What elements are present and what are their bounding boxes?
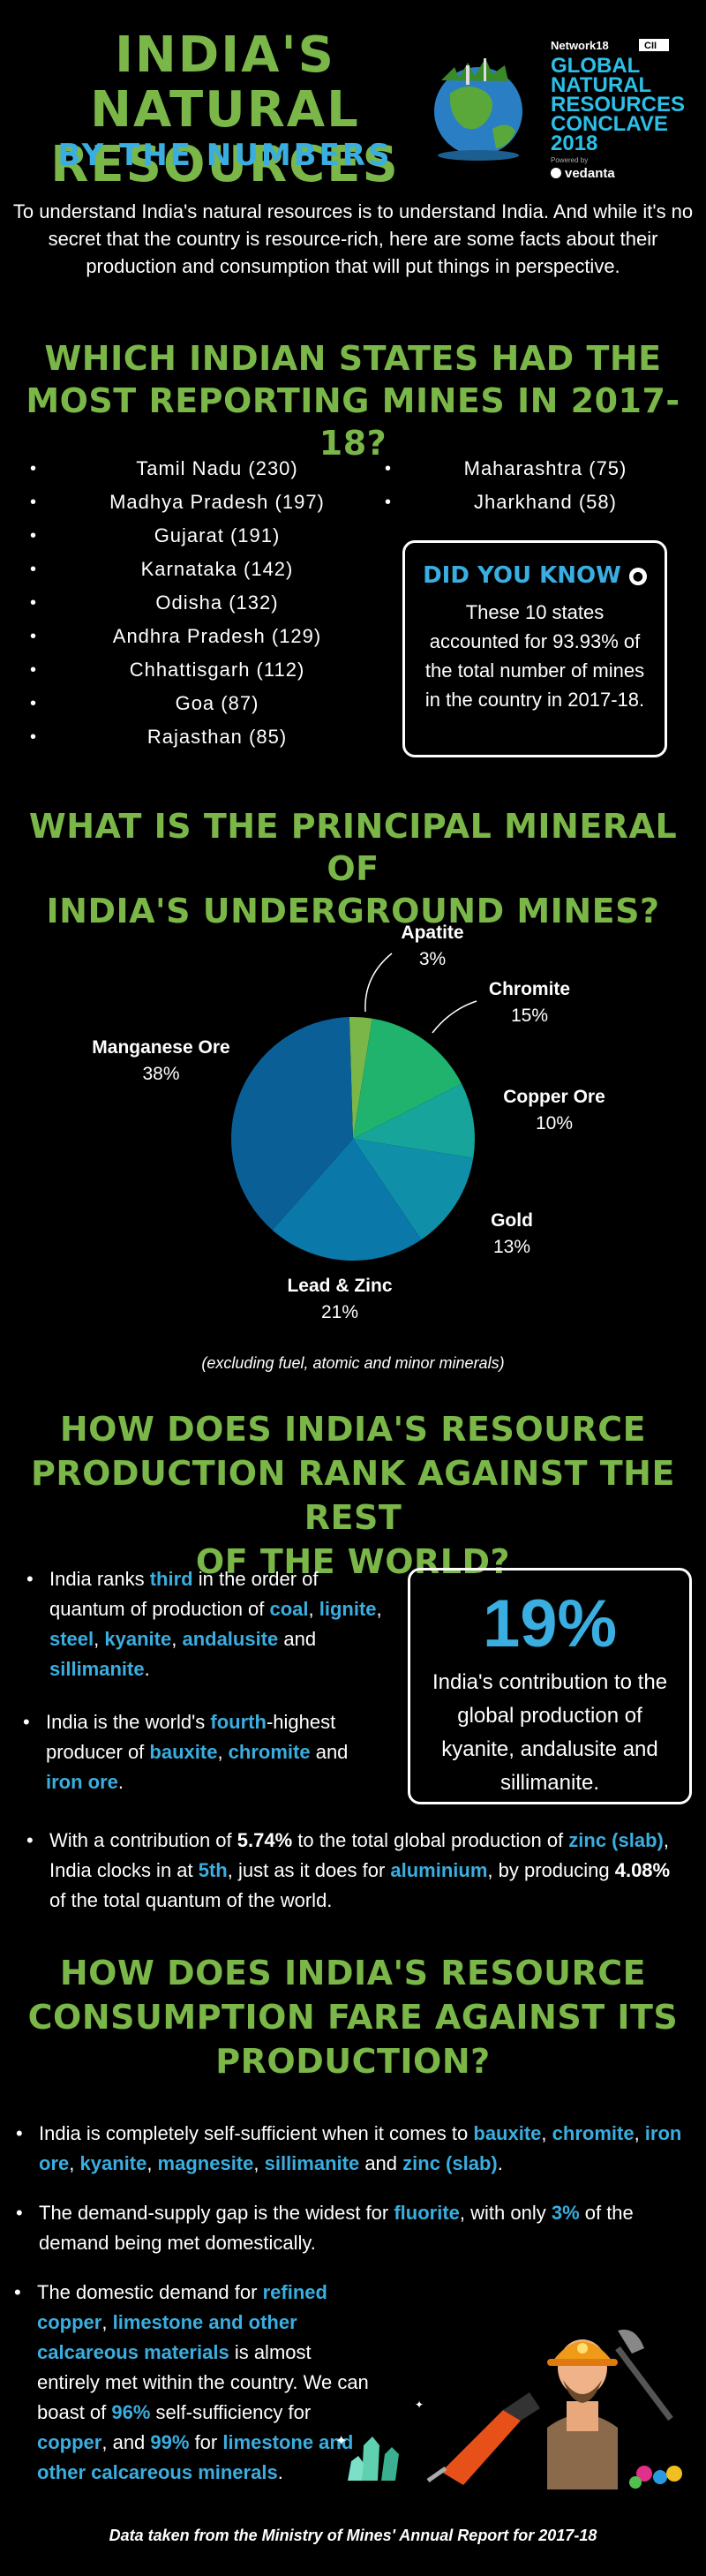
- title-line-1: INDIA'S NATURAL: [90, 26, 360, 139]
- list-item: Chhattisgarh (112): [30, 653, 367, 687]
- pie-label-apatite: Apatite 3%: [401, 923, 464, 969]
- chromite-leader-line: [432, 1000, 477, 1034]
- consumption-bullet-3: The domestic demand for refined copper, …: [14, 2278, 372, 2488]
- did-you-know-box: DID YOU KNOW ● These 10 states accounted…: [402, 540, 667, 757]
- gems-icon: [629, 2466, 682, 2489]
- states-list-right: Maharashtra (75) Jharkhand (58): [385, 452, 669, 519]
- production-title-line-1: HOW DOES INDIA'S RESOURCE: [59, 1410, 647, 1449]
- consumption-title-line-2: CONSUMPTION FARE AGAINST ITS: [27, 1998, 679, 2037]
- mineral-title-line-1: WHAT IS THE PRINCIPAL MINERAL OF: [28, 807, 678, 888]
- mineral-section-title: WHAT IS THE PRINCIPAL MINERAL OF INDIA'S…: [0, 805, 706, 932]
- production-bullet-2: India is the world's fourth-highest prod…: [23, 1707, 385, 1797]
- pie-label-lead-zinc: Lead & Zinc 21%: [287, 1276, 393, 1322]
- list-item: Jharkhand (58): [385, 486, 669, 519]
- stat-value: 19%: [482, 1586, 618, 1661]
- apatite-leader-line: [364, 953, 393, 1013]
- list-item: Madhya Pradesh (197): [30, 486, 367, 519]
- title-line-2: RESOURCES: [50, 136, 400, 193]
- states-list-left: Tamil Nadu (230) Madhya Pradesh (197) Gu…: [30, 452, 367, 754]
- chart-note: (excluding fuel, atomic and minor minera…: [201, 1354, 505, 1372]
- miner-illustration: ✦ ✦: [335, 2329, 682, 2489]
- production-bullet-1: India ranks third in the order of quantu…: [26, 1564, 388, 1684]
- consumption-bullet-2: The demand-supply gap is the widest for …: [16, 2198, 690, 2258]
- globe-icon: [434, 58, 522, 161]
- sparkle-icon: ✦: [335, 2434, 347, 2449]
- mineral-title-line-2: INDIA'S UNDERGROUND MINES?: [46, 892, 660, 930]
- list-item: Karnataka (142): [30, 553, 367, 586]
- svg-text:Powered by: Powered by: [551, 156, 588, 164]
- pie-slice-apatite: [349, 1017, 372, 1139]
- mines-title-line-2: MOST REPORTING MINES IN 2017-18?: [26, 381, 680, 463]
- svg-text:NATURAL: NATURAL: [551, 73, 651, 97]
- pie-slice-copper-ore: [353, 1083, 475, 1158]
- conclave-logo: Network18 CII GLOBAL NATURAL RESOURCES C…: [424, 32, 697, 182]
- list-item: Rajasthan (85): [30, 720, 367, 754]
- stat-box-19: 19% India's contribution to the global p…: [408, 1568, 692, 1804]
- lightbulb-icon: ●: [628, 567, 647, 585]
- svg-text:Network18: Network18: [551, 39, 609, 52]
- production-section-title: HOW DOES INDIA'S RESOURCE PRODUCTION RAN…: [0, 1407, 706, 1584]
- consumption-title-line-3: PRODUCTION?: [215, 2042, 491, 2081]
- list-item: Tamil Nadu (230): [30, 452, 367, 486]
- sparkle-icon: ✦: [415, 2399, 424, 2411]
- svg-text:vedanta: vedanta: [565, 166, 615, 181]
- production-title-line-2: PRODUCTION RANK AGAINST THE REST: [31, 1454, 675, 1537]
- consumption-section-title: HOW DOES INDIA'S RESOURCE CONSUMPTION FA…: [0, 1951, 706, 2083]
- list-item: Odisha (132): [30, 586, 367, 620]
- mines-title-line-1: WHICH INDIAN STATES HAD THE: [44, 339, 662, 378]
- svg-text:CII: CII: [644, 41, 657, 51]
- consumption-title-line-1: HOW DOES INDIA'S RESOURCE: [59, 1954, 647, 1992]
- pie-label-chromite: Chromite 15%: [488, 979, 571, 1026]
- pie-slice-chromite: [353, 1018, 462, 1139]
- stat-caption: India's contribution to the global produ…: [432, 1670, 668, 1795]
- consumption-bullet-1: India is completely self-sufficient when…: [16, 2119, 690, 2179]
- drill-icon: [426, 2392, 540, 2485]
- pie-label-manganese: Manganese Ore 38%: [92, 1037, 230, 1084]
- pie-slice-lead-zinc: [272, 1139, 422, 1261]
- svg-text:RESOURCES: RESOURCES: [551, 93, 685, 117]
- list-item: Andhra Pradesh (129): [30, 620, 367, 653]
- mineral-pie-chart: [231, 953, 477, 1261]
- svg-text:2018: 2018: [551, 132, 597, 155]
- crystal-icon: [348, 2437, 399, 2481]
- page-title: INDIA'S NATURAL RESOURCES: [9, 28, 441, 192]
- production-bullet-3: With a contribution of 5.74% to the tota…: [26, 1826, 685, 1916]
- page-subtitle: BY THE NUMBERS: [57, 138, 393, 173]
- miner-icon: [547, 2329, 673, 2489]
- pie-label-copper: Copper Ore 10%: [503, 1087, 605, 1134]
- did-you-know-text: These 10 states accounted for 93.93% of …: [424, 601, 645, 711]
- pie-slice-manganese-ore: [231, 1017, 353, 1231]
- intro-text: To understand India's natural resources …: [12, 200, 694, 277]
- did-you-know-title: DID YOU KNOW ●: [405, 562, 665, 589]
- footer-source: Data taken from the Ministry of Mines' A…: [109, 2527, 597, 2544]
- mines-section-title: WHICH INDIAN STATES HAD THE MOST REPORTI…: [0, 337, 706, 464]
- pie-slice-gold: [353, 1139, 474, 1240]
- list-item: Gujarat (191): [30, 519, 367, 553]
- pie-label-gold: Gold 13%: [491, 1210, 533, 1257]
- list-item: Maharashtra (75): [385, 452, 669, 486]
- svg-text:CONCLAVE: CONCLAVE: [551, 112, 668, 136]
- list-item: Goa (87): [30, 687, 367, 720]
- svg-text:GLOBAL: GLOBAL: [551, 54, 640, 78]
